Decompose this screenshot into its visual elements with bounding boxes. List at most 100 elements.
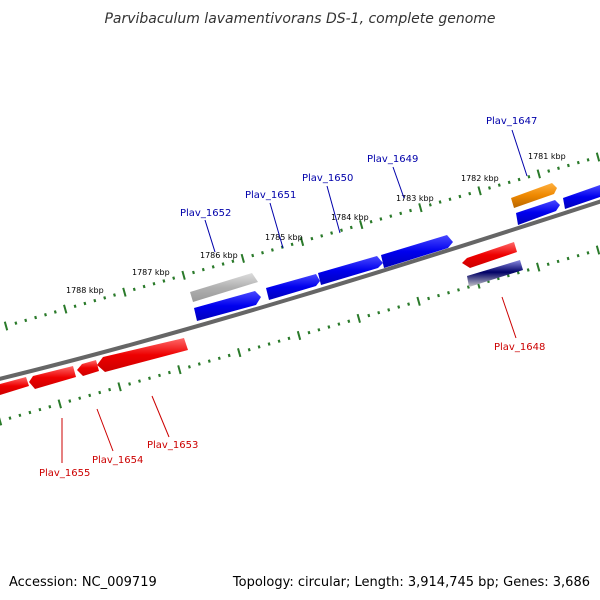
gene-labels: Plav_1647 Plav_1649 Plav_1650 Plav_1651 … [39,116,545,479]
ruler-reverse-tick [466,285,470,289]
gene-plav-1652-pseudo[interactable] [190,273,258,302]
ruler-reverse-tick [8,416,12,420]
ruler-reverse-tick [296,330,302,341]
gene-plav-1648-navy[interactable] [467,260,523,287]
ruler-forward-tick [251,253,255,258]
gene-plav-1655[interactable] [29,366,76,389]
ruler-reverse-tick [68,399,72,403]
reverse-strand-genes [0,242,523,395]
gene-plav-1648[interactable] [462,242,517,268]
ruler-forward-tick [389,214,393,218]
label-plav-1650[interactable]: Plav_1650 [302,173,353,184]
gene-plav-1647-orange[interactable] [511,183,557,208]
ruler-reverse-tick [566,256,570,261]
ruler-reverse-tick [327,325,331,329]
ruler-label-1788: 1788 kbp [66,286,104,295]
ruler-reverse-tick [177,365,182,375]
leader-plav-1653 [151,395,170,438]
ruler-forward-tick [477,186,482,196]
ruler-reverse-tick [356,313,361,323]
ruler-forward-tick [507,180,511,185]
ruler-reverse-tick [48,405,52,409]
genome-summary-text: Topology: circular; Length: 3,914,745 bp… [232,575,590,590]
ruler-reverse-tick [197,362,201,366]
ruler-forward-tick [458,194,462,199]
ruler-forward-tick [270,248,274,252]
ruler-forward-tick [132,287,136,292]
gene-plav-1654[interactable] [77,360,99,376]
ruler-reverse-tick [516,271,520,275]
ruler-forward-tick [566,163,570,168]
ruler-label-1784: 1784 kbp [331,213,369,222]
ruler-reverse-tick [38,407,42,412]
ruler-reverse-tick [277,339,281,343]
label-plav-1648[interactable]: Plav_1648 [494,342,545,353]
backbone [0,199,600,381]
ruler-forward-tick [310,236,314,241]
ruler-forward-tick [63,304,68,314]
backbone-line [0,199,600,381]
ruler-reverse-tick [387,308,391,312]
ruler-reverse-tick [457,288,460,292]
gene-plav-1652[interactable] [194,291,261,321]
ruler-forward-tick [448,197,452,201]
ruler-reverse-tick [57,399,62,409]
ruler-forward-tick [488,186,491,190]
ruler-forward-tick [399,211,403,216]
ruler-reverse-tick [138,379,141,383]
leader-plav-1651 [269,202,284,249]
ruler-reverse-tick [307,330,311,335]
ruler-label-1783: 1783 kbp [396,194,434,203]
ruler-reverse-tick [556,259,560,264]
ruler-forward-tick [527,175,531,179]
ruler-reverse-tick [158,373,161,378]
gene-plav-1651[interactable] [266,274,320,300]
gene-plav-1650[interactable] [318,256,383,285]
label-plav-1652[interactable]: Plav_1652 [180,208,231,219]
ruler-reverse-tick [78,396,82,400]
ruler-forward-tick [44,313,47,317]
ruler-reverse-tick [217,356,221,361]
ruler-reverse-tick [536,262,541,272]
ruler-forward-tick [409,208,412,213]
ruler-reverse-tick [18,413,22,418]
label-plav-1655[interactable]: Plav_1655 [39,468,90,479]
ruler-forward-tick [547,169,551,173]
gene-plav-1649[interactable] [381,235,453,268]
ruler-reverse-tick [576,253,580,258]
ruler-reverse-tick [187,365,191,369]
ruler-forward-tick [181,270,186,280]
ruler-forward-tick [438,200,442,204]
leader-plav-1650 [326,185,341,234]
gene-plav-1647[interactable] [516,200,560,225]
ruler-reverse-tick [148,376,151,380]
ruler-forward-tick [330,231,334,235]
gene-forward-edge[interactable] [563,185,600,209]
ruler-reverse-tick [267,342,271,346]
label-plav-1647[interactable]: Plav_1647 [486,116,537,127]
ruler-reverse-tick [167,370,171,375]
ruler-forward-tick [290,242,294,247]
label-plav-1653[interactable]: Plav_1653 [147,440,198,451]
ruler-reverse-tick [117,382,122,392]
ruler-forward-tick [320,234,324,238]
ruler-reverse-tick [88,393,92,398]
gene-plav-1653[interactable] [97,338,188,372]
ruler-forward-tick [83,301,87,306]
ruler-forward-tick [122,287,127,297]
ruler-forward-tick [369,220,373,224]
ruler-reverse-tick [437,293,440,298]
label-plav-1649[interactable]: Plav_1649 [367,154,418,165]
ruler-forward-tick [162,279,166,283]
ruler-label-1781: 1781 kbp [528,152,566,161]
ruler-reverse-tick [317,328,321,332]
forward-strand-genes [190,183,600,321]
ruler-reverse-tick [257,345,261,349]
ruler-forward-ticks [3,152,600,331]
label-plav-1654[interactable]: Plav_1654 [92,455,143,466]
ruler-forward-tick [299,236,305,247]
ruler-reverse-tick [128,382,132,386]
ruler-reverse-tick [526,268,530,272]
label-plav-1651[interactable]: Plav_1651 [245,190,296,201]
gene-reverse-edge[interactable] [0,377,29,395]
